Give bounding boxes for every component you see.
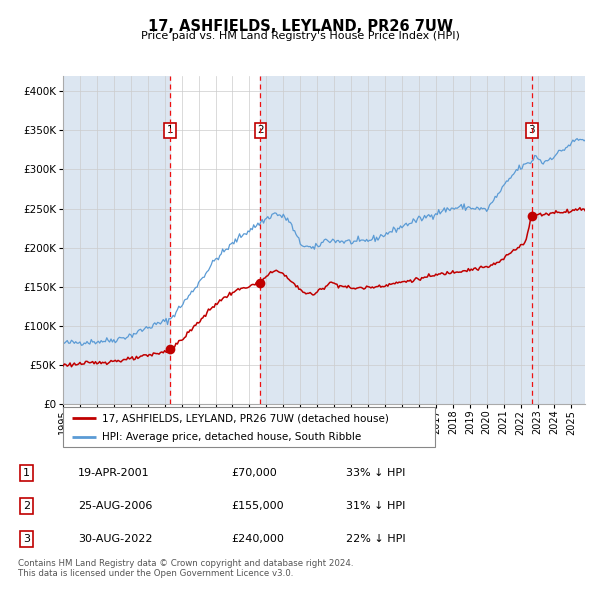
Text: 25-AUG-2006: 25-AUG-2006 (78, 501, 152, 511)
Text: 1: 1 (166, 125, 173, 135)
Text: This data is licensed under the Open Government Licence v3.0.: This data is licensed under the Open Gov… (18, 569, 293, 578)
Text: 2: 2 (23, 501, 30, 511)
Bar (260, 76, 532, 404)
Text: 3: 3 (529, 125, 535, 135)
Text: £70,000: £70,000 (231, 468, 277, 478)
Text: Contains HM Land Registry data © Crown copyright and database right 2024.: Contains HM Land Registry data © Crown c… (18, 559, 353, 568)
Text: 3: 3 (23, 534, 30, 544)
Text: 31% ↓ HPI: 31% ↓ HPI (346, 501, 406, 511)
Text: Price paid vs. HM Land Registry's House Price Index (HPI): Price paid vs. HM Land Registry's House … (140, 31, 460, 41)
Text: 19-APR-2001: 19-APR-2001 (78, 468, 150, 478)
Text: 17, ASHFIELDS, LEYLAND, PR26 7UW (detached house): 17, ASHFIELDS, LEYLAND, PR26 7UW (detach… (102, 414, 389, 424)
Text: 2: 2 (257, 125, 264, 135)
Bar (532, 76, 585, 404)
Text: 17, ASHFIELDS, LEYLAND, PR26 7UW: 17, ASHFIELDS, LEYLAND, PR26 7UW (148, 19, 452, 34)
Bar (63, 76, 170, 404)
Text: 33% ↓ HPI: 33% ↓ HPI (346, 468, 406, 478)
FancyBboxPatch shape (63, 407, 435, 447)
Text: 1: 1 (23, 468, 30, 478)
Text: HPI: Average price, detached house, South Ribble: HPI: Average price, detached house, Sout… (102, 432, 361, 442)
Text: £240,000: £240,000 (231, 534, 284, 544)
Text: 30-AUG-2022: 30-AUG-2022 (78, 534, 153, 544)
Text: 22% ↓ HPI: 22% ↓ HPI (346, 534, 406, 544)
Text: £155,000: £155,000 (231, 501, 284, 511)
